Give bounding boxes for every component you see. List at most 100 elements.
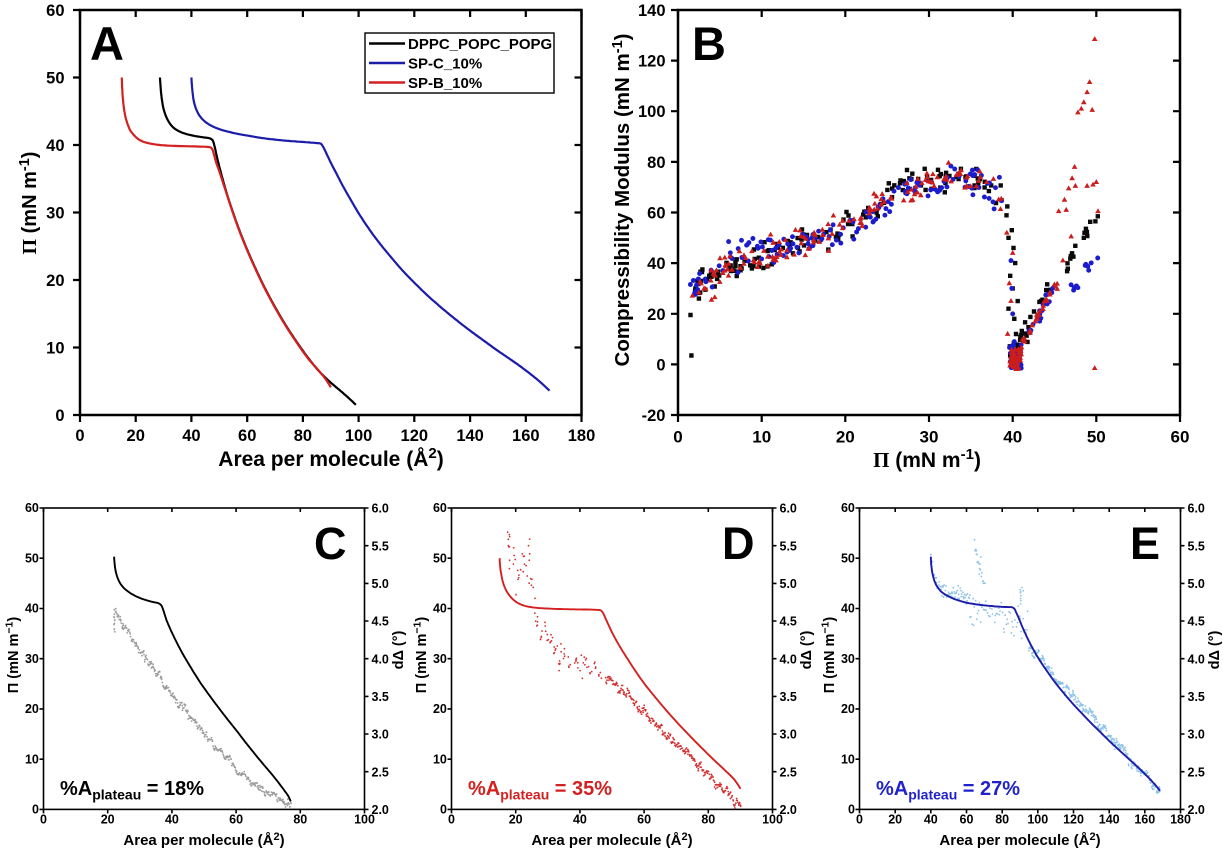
svg-text:E: E bbox=[1130, 518, 1160, 569]
svg-text:10: 10 bbox=[433, 752, 447, 766]
svg-text:0: 0 bbox=[656, 356, 665, 374]
svg-text:4.0: 4.0 bbox=[780, 652, 797, 666]
svg-text:4.5: 4.5 bbox=[372, 615, 389, 629]
svg-text:80: 80 bbox=[294, 427, 312, 445]
svg-text:40: 40 bbox=[924, 813, 938, 827]
svg-text:dΔ (°): dΔ (°) bbox=[391, 630, 407, 669]
svg-text:160: 160 bbox=[1134, 813, 1155, 827]
svg-text:SP-C_10%: SP-C_10% bbox=[408, 56, 482, 73]
svg-text:60: 60 bbox=[960, 813, 974, 827]
svg-text:2.0: 2.0 bbox=[1188, 803, 1205, 817]
svg-text:100: 100 bbox=[354, 813, 375, 827]
svg-text:20: 20 bbox=[841, 702, 855, 716]
svg-text:10: 10 bbox=[841, 752, 855, 766]
svg-text:Π (mN m−1): Π (mN m−1) bbox=[820, 617, 839, 694]
svg-text:0: 0 bbox=[32, 803, 39, 817]
svg-text:40: 40 bbox=[647, 255, 665, 273]
svg-text:3.5: 3.5 bbox=[780, 690, 797, 704]
svg-text:40: 40 bbox=[46, 137, 64, 155]
svg-text:Area per molecule (Å2): Area per molecule (Å2) bbox=[123, 831, 284, 849]
svg-text:100: 100 bbox=[345, 427, 373, 445]
svg-text:0: 0 bbox=[75, 427, 84, 445]
svg-text:0: 0 bbox=[448, 813, 455, 827]
svg-text:5.5: 5.5 bbox=[372, 539, 389, 553]
svg-text:60: 60 bbox=[238, 427, 256, 445]
svg-text:100: 100 bbox=[638, 103, 666, 121]
svg-text:180: 180 bbox=[1170, 813, 1191, 827]
svg-text:120: 120 bbox=[638, 53, 666, 71]
svg-text:Area per molecule (Å2): Area per molecule (Å2) bbox=[531, 831, 692, 849]
svg-text:20: 20 bbox=[25, 702, 39, 716]
svg-text:20: 20 bbox=[836, 428, 855, 447]
svg-text:120: 120 bbox=[401, 427, 429, 445]
svg-text:6.0: 6.0 bbox=[1188, 502, 1205, 516]
svg-text:40: 40 bbox=[573, 813, 587, 827]
svg-text:2.0: 2.0 bbox=[372, 803, 389, 817]
svg-text:10: 10 bbox=[46, 340, 64, 358]
svg-text:20: 20 bbox=[509, 813, 523, 827]
svg-text:60: 60 bbox=[46, 2, 64, 20]
svg-text:A: A bbox=[90, 17, 124, 70]
svg-text:180: 180 bbox=[568, 427, 596, 445]
svg-text:5.5: 5.5 bbox=[1188, 539, 1205, 553]
svg-text:-20: -20 bbox=[642, 407, 666, 425]
svg-text:6.0: 6.0 bbox=[372, 502, 389, 516]
svg-text:Area per molecule (Å2): Area per molecule (Å2) bbox=[218, 445, 443, 471]
svg-text:40: 40 bbox=[165, 813, 179, 827]
svg-text:2.0: 2.0 bbox=[780, 803, 797, 817]
svg-text:50: 50 bbox=[46, 70, 64, 88]
svg-text:140: 140 bbox=[456, 427, 484, 445]
svg-text:0: 0 bbox=[673, 428, 682, 447]
svg-text:60: 60 bbox=[637, 813, 651, 827]
svg-text:3.5: 3.5 bbox=[1188, 690, 1205, 704]
svg-text:140: 140 bbox=[1099, 813, 1120, 827]
svg-text:120: 120 bbox=[1063, 813, 1084, 827]
svg-text:0: 0 bbox=[848, 803, 855, 817]
svg-text:3.0: 3.0 bbox=[780, 728, 797, 742]
svg-text:4.0: 4.0 bbox=[1188, 652, 1205, 666]
svg-text:40: 40 bbox=[182, 427, 200, 445]
svg-text:80: 80 bbox=[647, 154, 665, 172]
svg-text:0: 0 bbox=[440, 803, 447, 817]
svg-text:20: 20 bbox=[101, 813, 115, 827]
svg-text:C: C bbox=[314, 518, 347, 569]
svg-text:3.0: 3.0 bbox=[1188, 728, 1205, 742]
svg-text:B: B bbox=[692, 17, 726, 70]
svg-text:60: 60 bbox=[841, 501, 855, 515]
svg-text:4.0: 4.0 bbox=[372, 652, 389, 666]
svg-text:140: 140 bbox=[638, 2, 666, 20]
svg-text:SP-B_10%: SP-B_10% bbox=[408, 75, 482, 92]
svg-text:20: 20 bbox=[647, 306, 665, 324]
svg-text:60: 60 bbox=[25, 501, 39, 515]
svg-text:20: 20 bbox=[127, 427, 145, 445]
svg-text:20: 20 bbox=[888, 813, 902, 827]
svg-text:40: 40 bbox=[433, 602, 447, 616]
svg-text:50: 50 bbox=[1087, 428, 1106, 447]
svg-text:50: 50 bbox=[433, 551, 447, 565]
svg-text:0: 0 bbox=[55, 407, 64, 425]
svg-text:D: D bbox=[722, 518, 755, 569]
svg-text:10: 10 bbox=[752, 428, 771, 447]
svg-text:50: 50 bbox=[25, 551, 39, 565]
svg-text:%Aplateau = 35%: %Aplateau = 35% bbox=[468, 778, 612, 803]
svg-text:60: 60 bbox=[433, 501, 447, 515]
svg-text:30: 30 bbox=[920, 428, 939, 447]
svg-text:2.5: 2.5 bbox=[780, 765, 797, 779]
svg-text:100: 100 bbox=[762, 813, 783, 827]
svg-text:3.5: 3.5 bbox=[372, 690, 389, 704]
svg-text:10: 10 bbox=[25, 752, 39, 766]
svg-text:4.5: 4.5 bbox=[780, 615, 797, 629]
svg-text:2.5: 2.5 bbox=[1188, 765, 1205, 779]
svg-text:80: 80 bbox=[701, 813, 715, 827]
svg-text:80: 80 bbox=[293, 813, 307, 827]
svg-text:Π (mN m−1): Π (mN m−1) bbox=[4, 617, 23, 694]
svg-text:60: 60 bbox=[1171, 428, 1190, 447]
svg-text:30: 30 bbox=[25, 652, 39, 666]
svg-text:40: 40 bbox=[841, 602, 855, 616]
svg-text:4.5: 4.5 bbox=[1188, 615, 1205, 629]
svg-text:30: 30 bbox=[841, 652, 855, 666]
svg-text:30: 30 bbox=[433, 652, 447, 666]
svg-text:100: 100 bbox=[1027, 813, 1048, 827]
svg-text:DPPC_POPC_POPG: DPPC_POPC_POPG bbox=[408, 36, 552, 53]
svg-text:20: 20 bbox=[433, 702, 447, 716]
